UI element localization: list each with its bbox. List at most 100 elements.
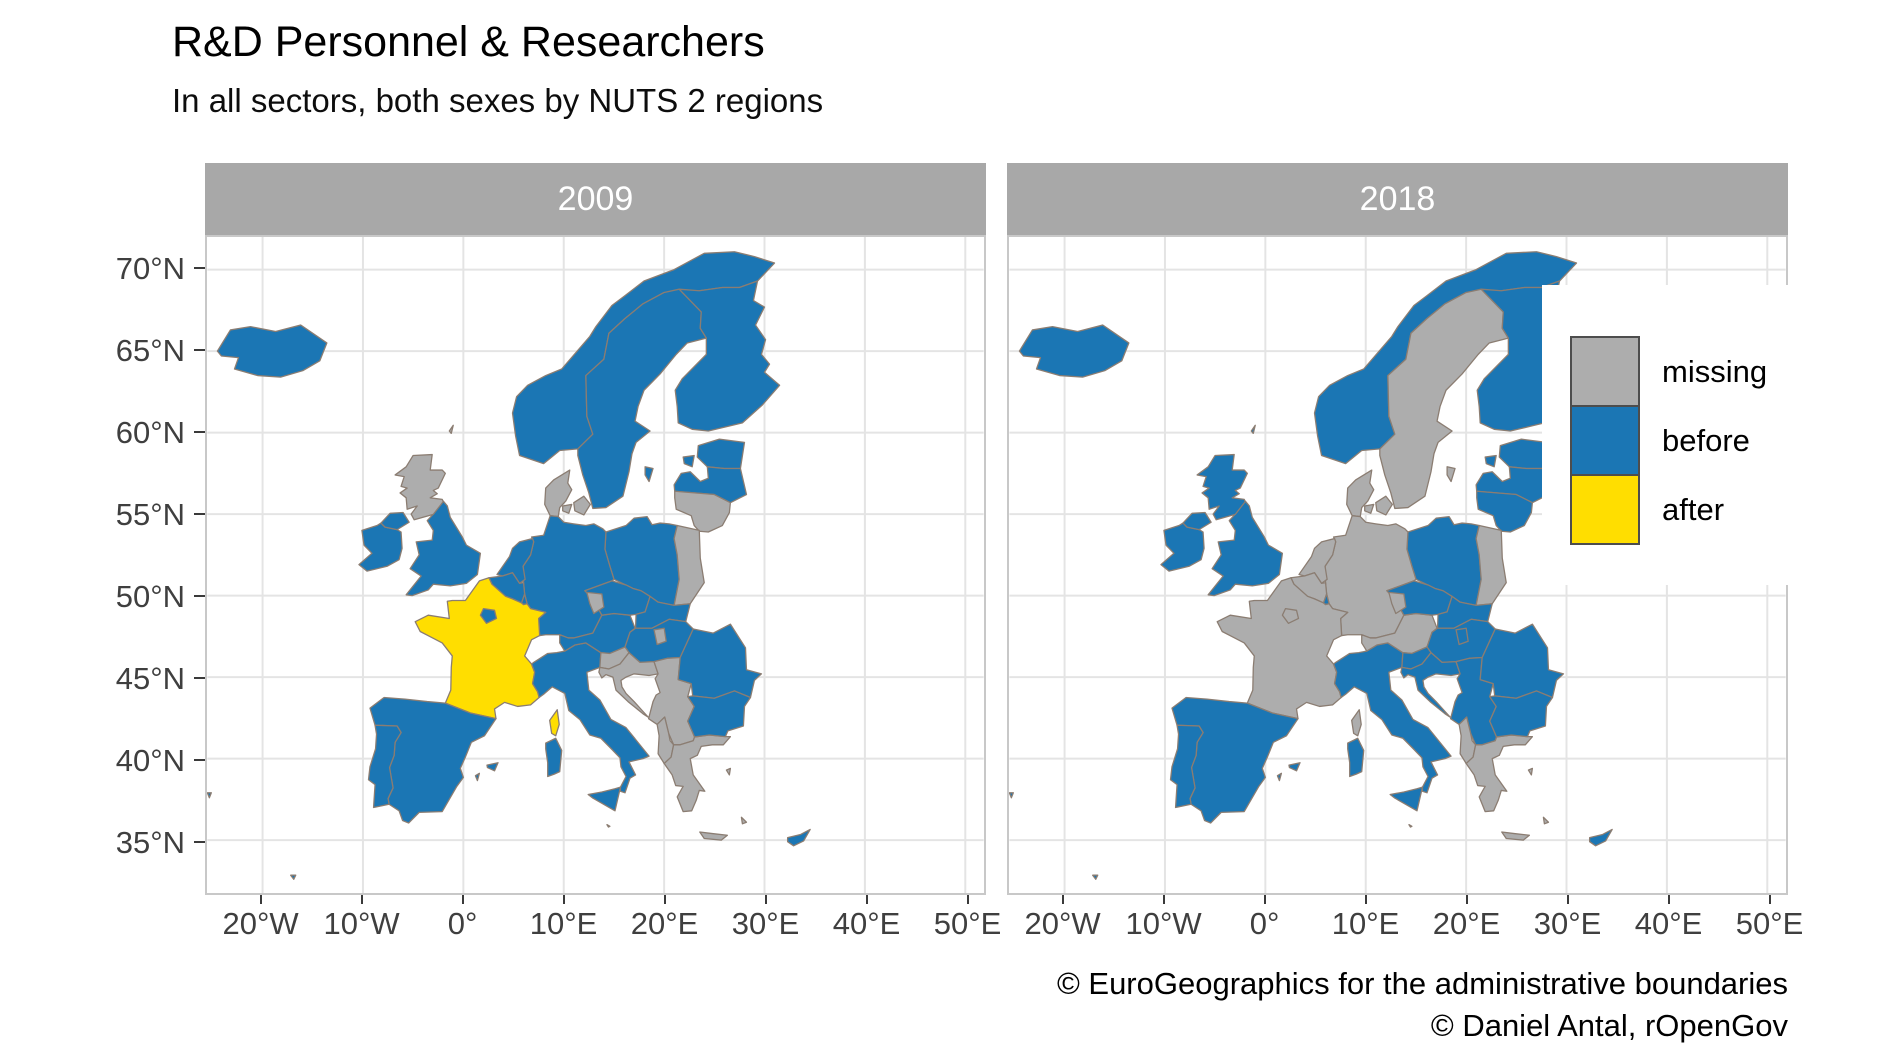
region-portugal — [1092, 874, 1099, 880]
y-axis-label-55°N: 55°N — [115, 496, 185, 532]
region-portugal — [1009, 792, 1014, 799]
region-greece — [663, 734, 732, 813]
legend-swatch-after — [1570, 474, 1640, 545]
region-italy — [1332, 642, 1452, 794]
caption-line-2: © Daniel Antal, rOpenGov — [1430, 1008, 1788, 1043]
region-sweden — [644, 466, 654, 483]
y-axis-label-50°N: 50°N — [115, 578, 185, 614]
region-cyprus — [1588, 828, 1613, 847]
facet-strip-2018-label: 2018 — [1359, 179, 1436, 218]
region-czechia-west — [586, 591, 605, 615]
region-croatia — [1400, 652, 1461, 718]
region-denmark — [1375, 495, 1393, 516]
region-iceland — [216, 324, 328, 378]
x-axis-label-0°: 0° — [1249, 906, 1280, 941]
x-axis-label-50°E: 50°E — [933, 906, 1002, 941]
map-panel-2009 — [205, 235, 986, 895]
caption-line-1: © EuroGeographics for the administrative… — [1056, 966, 1788, 1001]
legend-swatch-missing — [1570, 336, 1640, 407]
region-greece — [1542, 816, 1550, 825]
region-uk-scotland — [1196, 453, 1248, 521]
region-italy — [530, 642, 650, 794]
region-portugal — [1169, 724, 1204, 809]
x-tick-50°E — [966, 895, 969, 904]
region-uk-scotland — [394, 453, 446, 521]
y-tick-55°N — [194, 512, 205, 515]
region-italy — [1347, 737, 1365, 778]
region-uk-scotland — [1250, 424, 1256, 435]
plot-title: R&D Personnel & Researchers — [172, 18, 765, 66]
region-czechia-west — [1388, 591, 1407, 615]
region-portugal — [290, 874, 297, 880]
region-bulgaria — [1489, 690, 1554, 738]
region-finland — [674, 280, 781, 432]
x-axis-label-10°W: 10°W — [1125, 906, 1202, 941]
legend: missing before after — [1542, 285, 1789, 585]
x-tick-0° — [1263, 895, 1266, 904]
region-greece — [1465, 734, 1534, 813]
x-axis-label-40°E: 40°E — [832, 906, 901, 941]
y-axis-label-70°N: 70°N — [115, 250, 185, 286]
x-axis-label-40°E: 40°E — [1634, 906, 1703, 941]
facet-strip-2018: 2018 — [1007, 163, 1788, 235]
x-tick-20°W — [259, 895, 262, 904]
region-italy — [587, 786, 622, 812]
region-hungary-center — [653, 627, 667, 646]
region-lithuania — [1476, 490, 1534, 533]
facet-strip-2009-label: 2009 — [557, 179, 634, 218]
x-tick-20°W — [1061, 895, 1064, 904]
region-spain — [1288, 762, 1301, 772]
region-sweden — [1446, 466, 1456, 483]
y-axis-label-45°N: 45°N — [115, 660, 185, 696]
x-tick-40°E — [1667, 895, 1670, 904]
y-tick-60°N — [194, 430, 205, 433]
region-sweden — [1379, 288, 1509, 510]
region-greece — [1501, 831, 1531, 841]
plot-subtitle: In all sectors, both sexes by NUTS 2 reg… — [172, 82, 824, 119]
y-axis-label-40°N: 40°N — [115, 742, 185, 778]
x-tick-20°E — [663, 895, 666, 904]
region-spain — [1276, 772, 1283, 782]
x-tick-10°W — [1162, 895, 1165, 904]
x-axis-label-20°E: 20°E — [1432, 906, 1501, 941]
x-tick-0° — [461, 895, 464, 904]
region-portugal — [207, 792, 212, 799]
x-axis-label-0°: 0° — [447, 906, 478, 941]
x-axis-label-20°E: 20°E — [630, 906, 699, 941]
region-denmark — [573, 495, 591, 516]
y-tick-35°N — [194, 840, 205, 843]
x-axis-label-10°E: 10°E — [1331, 906, 1400, 941]
y-tick-70°N — [194, 266, 205, 269]
region-uk-northern-ireland — [1182, 511, 1212, 531]
x-axis-label-10°E: 10°E — [529, 906, 598, 941]
region-denmark — [1346, 469, 1375, 518]
region-france — [414, 577, 547, 720]
region-croatia — [598, 652, 659, 718]
region-italy — [606, 823, 611, 828]
region-corsica — [1351, 709, 1362, 737]
region-uk-northern-ireland — [380, 511, 410, 531]
y-axis-label-60°N: 60°N — [115, 414, 185, 450]
x-axis-label-30°E: 30°E — [731, 906, 800, 941]
y-tick-40°N — [194, 758, 205, 761]
region-ireland — [1160, 522, 1205, 572]
legend-label-missing: missing — [1662, 353, 1768, 389]
region-sweden — [577, 288, 707, 510]
region-hungary-center — [1455, 627, 1469, 646]
region-denmark — [544, 469, 573, 518]
region-ireland — [358, 522, 403, 572]
x-tick-10°E — [1364, 895, 1367, 904]
region-denmark — [1364, 503, 1375, 514]
x-axis-label-20°W: 20°W — [222, 906, 299, 941]
region-estonia — [682, 454, 695, 468]
x-tick-10°W — [360, 895, 363, 904]
region-france — [1216, 577, 1349, 720]
region-uk-england-wales — [405, 500, 482, 597]
region-lithuania — [674, 490, 732, 533]
x-axis-label-20°W: 20°W — [1024, 906, 1101, 941]
x-tick-50°E — [1768, 895, 1771, 904]
x-tick-40°E — [865, 895, 868, 904]
region-spain — [474, 772, 481, 782]
region-italy — [1389, 786, 1424, 812]
